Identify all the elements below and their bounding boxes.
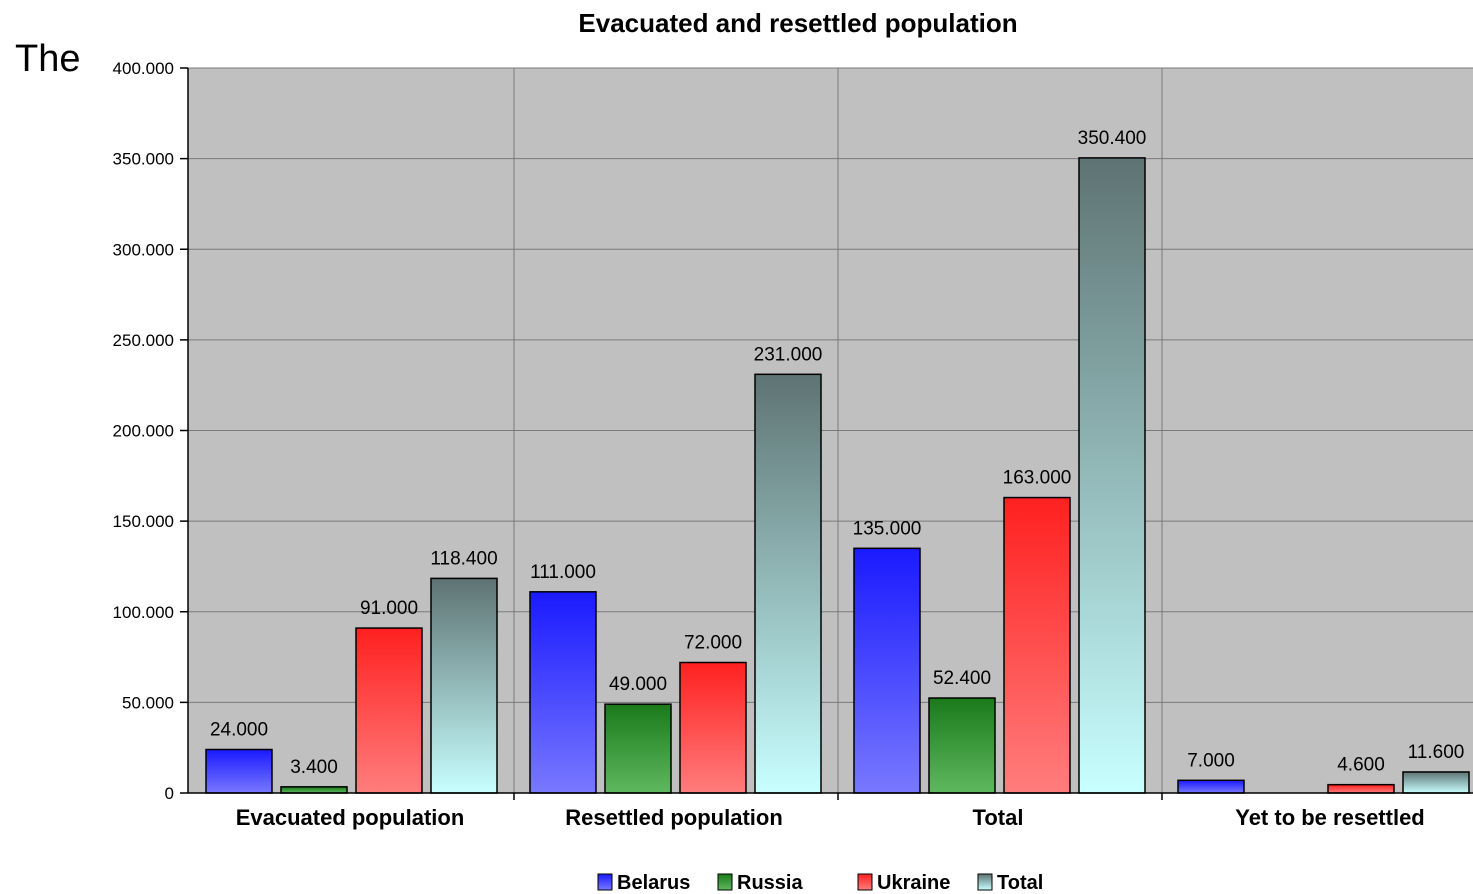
value-label-resettled-population-total: 231.000 <box>754 344 823 365</box>
y-tick-label: 400.000 <box>113 59 174 78</box>
x-category-label: Resettled population <box>565 805 783 830</box>
value-label-yet-to-be-resettled-belarus: 7.000 <box>1187 750 1235 771</box>
value-label-yet-to-be-resettled-total: 11.600 <box>1408 742 1465 763</box>
bar-evacuated-population-russia <box>280 786 348 794</box>
bar-total-ukraine <box>1003 496 1071 794</box>
y-tick-label: 200.000 <box>113 422 174 441</box>
bar-resettled-population-ukraine <box>679 661 747 794</box>
stray-text: The <box>15 38 81 80</box>
value-labels: 24.000 3.400 91.000 118.400 111.000 49.000 72.… <box>210 128 1464 778</box>
bar-yet-to-be-resettled-belarus <box>1177 779 1245 794</box>
legend-swatch-total <box>977 873 993 891</box>
legend-label-total: Total <box>997 872 1043 894</box>
value-label-total-belarus: 135.000 <box>853 518 922 539</box>
value-label-evacuated-population-ukraine: 91.000 <box>360 598 418 619</box>
value-label-evacuated-population-total: 118.400 <box>430 548 497 569</box>
value-label-total-russia: 52.400 <box>933 668 991 689</box>
axes: 0 50.000 100.000 150.000 200.000 250.000 300.0… <box>113 59 1473 830</box>
value-label-resettled-population-russia: 49.000 <box>609 674 667 695</box>
y-tick-label: 250.000 <box>113 331 174 350</box>
bar-total-total <box>1078 157 1146 794</box>
y-tick-label: 100.000 <box>113 603 174 622</box>
x-category-label: Yet to be resettled <box>1235 805 1425 830</box>
bar-resettled-population-belarus <box>529 591 597 794</box>
legend-label-ukraine: Ukraine <box>877 872 950 894</box>
y-tick-label: 300.000 <box>113 240 174 259</box>
value-label-resettled-population-ukraine: 72.000 <box>684 633 742 654</box>
x-category-label: Evacuated population <box>236 805 465 830</box>
legend-label-russia: Russia <box>737 872 803 894</box>
x-category-label: Total <box>973 805 1024 830</box>
y-tick-label: 150.000 <box>113 512 174 531</box>
bar-total-russia <box>928 697 996 794</box>
value-label-resettled-population-belarus: 111.000 <box>530 562 596 583</box>
bar-total-belarus <box>853 547 921 794</box>
bar-resettled-population-russia <box>604 703 672 794</box>
bar-evacuated-population-total <box>430 577 498 794</box>
legend-swatch-ukraine <box>857 873 873 891</box>
legend-swatch-russia <box>717 873 733 891</box>
bar-evacuated-population-belarus <box>205 748 273 794</box>
legend-swatch-belarus <box>597 873 613 891</box>
value-label-evacuated-population-russia: 3.400 <box>290 757 338 778</box>
bar-evacuated-population-ukraine <box>355 627 423 794</box>
bar-resettled-population-total <box>754 373 822 794</box>
value-label-total-ukraine: 163.000 <box>1003 468 1072 489</box>
y-tick-label: 350.000 <box>113 150 174 169</box>
bars <box>205 157 1470 794</box>
value-label-yet-to-be-resettled-ukraine: 4.600 <box>1337 755 1385 776</box>
y-tick-label: 0 <box>165 784 174 803</box>
value-label-evacuated-population-belarus: 24.000 <box>210 720 268 741</box>
legend: Belarus Russia Ukraine Total <box>597 872 1043 894</box>
bar-yet-to-be-resettled-total <box>1402 771 1470 794</box>
legend-label-belarus: Belarus <box>617 872 690 894</box>
chart-title: Evacuated and resettled population <box>578 8 1017 38</box>
value-label-total-total: 350.400 <box>1078 128 1147 149</box>
bar-yet-to-be-resettled-ukraine <box>1327 783 1395 794</box>
y-tick-label: 50.000 <box>122 693 174 712</box>
